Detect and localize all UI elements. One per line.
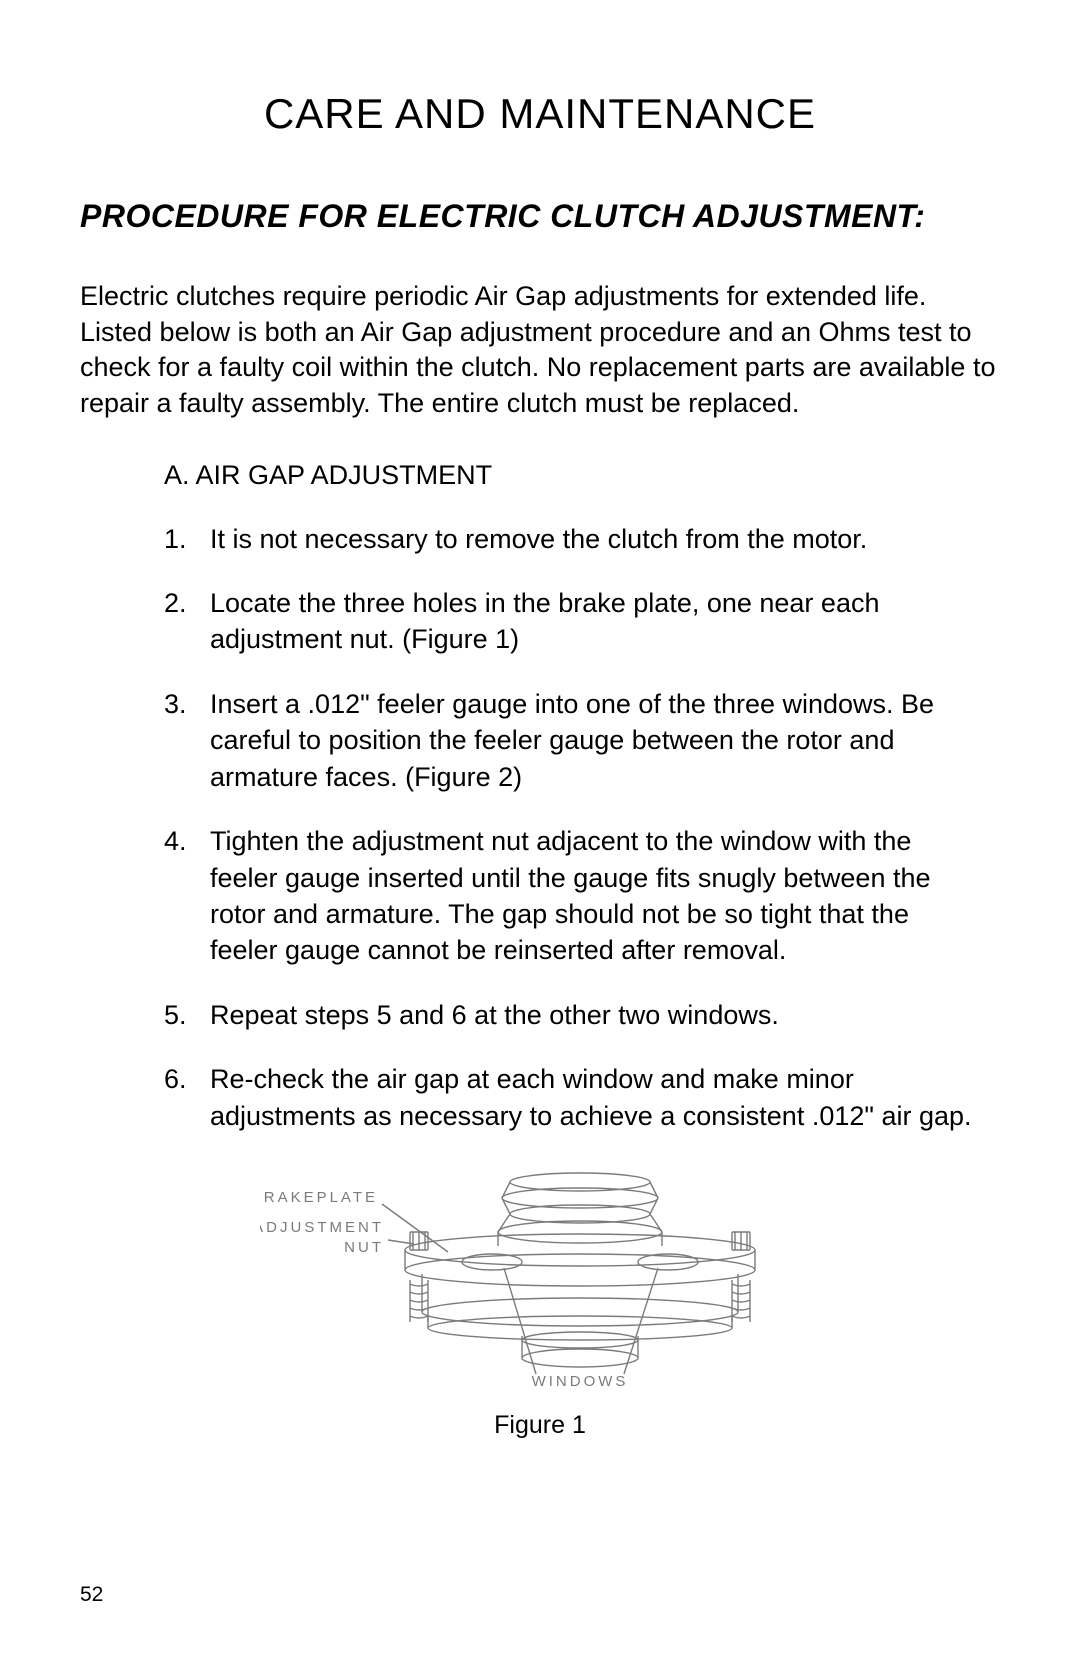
intro-paragraph: Electric clutches require periodic Air G… xyxy=(80,279,1000,422)
page-title: CARE AND MAINTENANCE xyxy=(80,90,1000,138)
page-number: 52 xyxy=(80,1583,103,1607)
step-text: Repeat steps 5 and 6 at the other two wi… xyxy=(210,997,980,1033)
step-number: 2. xyxy=(164,585,210,658)
step-text: Re-check the air gap at each window and … xyxy=(210,1061,980,1134)
clutch-diagram: BRAKEPLATE ADJUSTMENT NUT WINDOWS xyxy=(260,1162,820,1392)
label-nut: NUT xyxy=(344,1239,384,1256)
list-item: 4. Tighten the adjustment nut adjacent t… xyxy=(164,823,980,969)
step-number: 4. xyxy=(164,823,210,969)
label-adjustment: ADJUSTMENT xyxy=(260,1219,384,1236)
label-windows: WINDOWS xyxy=(532,1373,629,1390)
step-number: 5. xyxy=(164,997,210,1033)
step-list: 1. It is not necessary to remove the clu… xyxy=(164,521,980,1135)
subsection-heading: A. AIR GAP ADJUSTMENT xyxy=(164,460,1000,491)
step-text: Locate the three holes in the brake plat… xyxy=(210,585,980,658)
step-text: It is not necessary to remove the clutch… xyxy=(210,521,980,557)
step-number: 6. xyxy=(164,1061,210,1134)
figure-caption: Figure 1 xyxy=(80,1411,1000,1440)
list-item: 2. Locate the three holes in the brake p… xyxy=(164,585,980,658)
figure-1: BRAKEPLATE ADJUSTMENT NUT WINDOWS Figure… xyxy=(80,1162,1000,1440)
label-brakeplate: BRAKEPLATE xyxy=(260,1189,378,1206)
step-number: 1. xyxy=(164,521,210,557)
list-item: 3. Insert a .012" feeler gauge into one … xyxy=(164,686,980,795)
section-subtitle: PROCEDURE FOR ELECTRIC CLUTCH ADJUSTMENT… xyxy=(80,198,1000,235)
step-text: Insert a .012" feeler gauge into one of … xyxy=(210,686,980,795)
list-item: 1. It is not necessary to remove the clu… xyxy=(164,521,980,557)
step-number: 3. xyxy=(164,686,210,795)
step-text: Tighten the adjustment nut adjacent to t… xyxy=(210,823,980,969)
list-item: 5. Repeat steps 5 and 6 at the other two… xyxy=(164,997,980,1033)
list-item: 6. Re-check the air gap at each window a… xyxy=(164,1061,980,1134)
